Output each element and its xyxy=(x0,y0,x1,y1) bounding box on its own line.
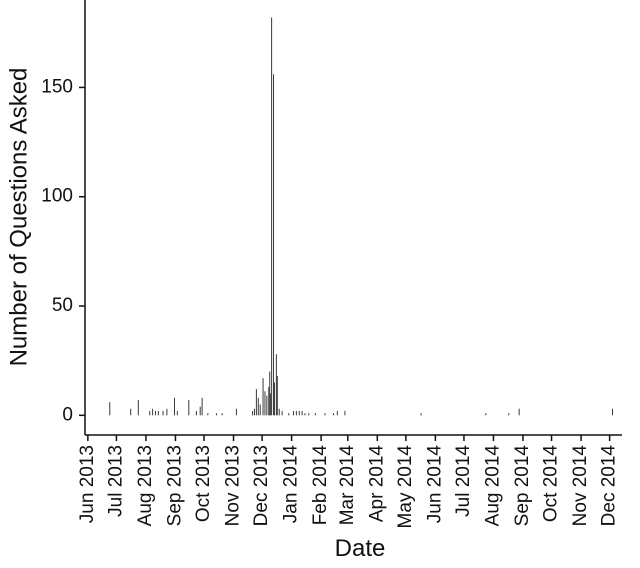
bar xyxy=(324,413,326,416)
y-tick-label: 100 xyxy=(41,186,73,207)
bar xyxy=(508,413,510,416)
x-tick-label: Oct 2013 xyxy=(193,445,214,522)
bar xyxy=(195,410,197,416)
x-tick-label: Aug 2014 xyxy=(482,445,503,527)
bar xyxy=(262,378,264,416)
bar xyxy=(266,395,268,416)
x-tick-label: Jun 2013 xyxy=(77,445,98,523)
x-tick-label: Dec 2014 xyxy=(599,445,620,527)
bar xyxy=(276,375,278,416)
bar xyxy=(485,413,487,416)
y-tick-label: 0 xyxy=(62,404,73,425)
x-tick-label: Jun 2014 xyxy=(424,445,445,524)
x-tick-label: Sep 2014 xyxy=(512,445,533,527)
x-tick-label: May 2014 xyxy=(395,445,416,529)
bar xyxy=(314,413,316,416)
bar xyxy=(149,410,151,416)
bar xyxy=(176,410,178,416)
x-tick-label: Aug 2013 xyxy=(135,445,156,526)
bar xyxy=(215,413,217,416)
bar xyxy=(295,410,297,416)
x-tick-label: Jul 2014 xyxy=(453,445,474,517)
bar xyxy=(257,397,259,416)
bar xyxy=(221,413,223,416)
bar xyxy=(344,410,346,416)
y-tick-label: 150 xyxy=(41,76,73,97)
bar xyxy=(278,408,280,416)
bar xyxy=(162,410,164,416)
bar xyxy=(154,410,156,416)
bar xyxy=(611,408,613,416)
bar xyxy=(288,413,290,416)
x-tick-label: Dec 2013 xyxy=(251,445,272,526)
bar xyxy=(253,408,255,416)
bar xyxy=(518,408,520,416)
bar xyxy=(336,410,338,416)
bar xyxy=(269,371,271,416)
bar xyxy=(157,410,159,416)
bar xyxy=(166,408,168,416)
bar xyxy=(268,386,270,416)
bar xyxy=(152,408,154,416)
bar xyxy=(308,413,310,416)
x-tick-label: Apr 2014 xyxy=(366,445,387,523)
bar xyxy=(137,400,139,416)
y-tick-label: 50 xyxy=(52,295,73,316)
bar xyxy=(304,413,306,416)
bar xyxy=(199,406,201,416)
bar xyxy=(259,404,261,416)
y-axis-title: Number of Questions Asked xyxy=(5,68,32,367)
bar xyxy=(420,413,422,416)
bar xyxy=(293,410,295,416)
bar xyxy=(298,410,300,416)
bar xyxy=(252,410,254,416)
bar xyxy=(109,402,111,416)
bar xyxy=(174,397,175,416)
bar xyxy=(333,413,335,416)
bar xyxy=(201,397,203,416)
bar xyxy=(273,74,275,416)
x-tick-label: Feb 2014 xyxy=(310,445,331,526)
bar xyxy=(301,410,303,416)
x-tick-label: Oct 2014 xyxy=(541,445,562,523)
bar xyxy=(130,408,132,416)
x-axis-title: Date xyxy=(335,535,386,562)
x-tick-label: Nov 2014 xyxy=(570,445,591,527)
bar xyxy=(281,410,283,416)
x-tick-label: Nov 2013 xyxy=(223,445,244,526)
bar xyxy=(264,391,266,416)
bar xyxy=(275,354,277,416)
bar xyxy=(207,413,209,416)
x-tick-label: Sep 2013 xyxy=(164,445,185,526)
x-tick-label: Jan 2014 xyxy=(281,445,302,524)
bar xyxy=(270,393,272,416)
bar xyxy=(271,17,273,416)
x-tick-label: Jul 2013 xyxy=(105,445,126,517)
bar xyxy=(273,382,275,416)
bar xyxy=(235,408,237,416)
x-tick-label: Mar 2014 xyxy=(337,445,358,526)
bar xyxy=(188,400,190,416)
bar xyxy=(255,389,257,416)
